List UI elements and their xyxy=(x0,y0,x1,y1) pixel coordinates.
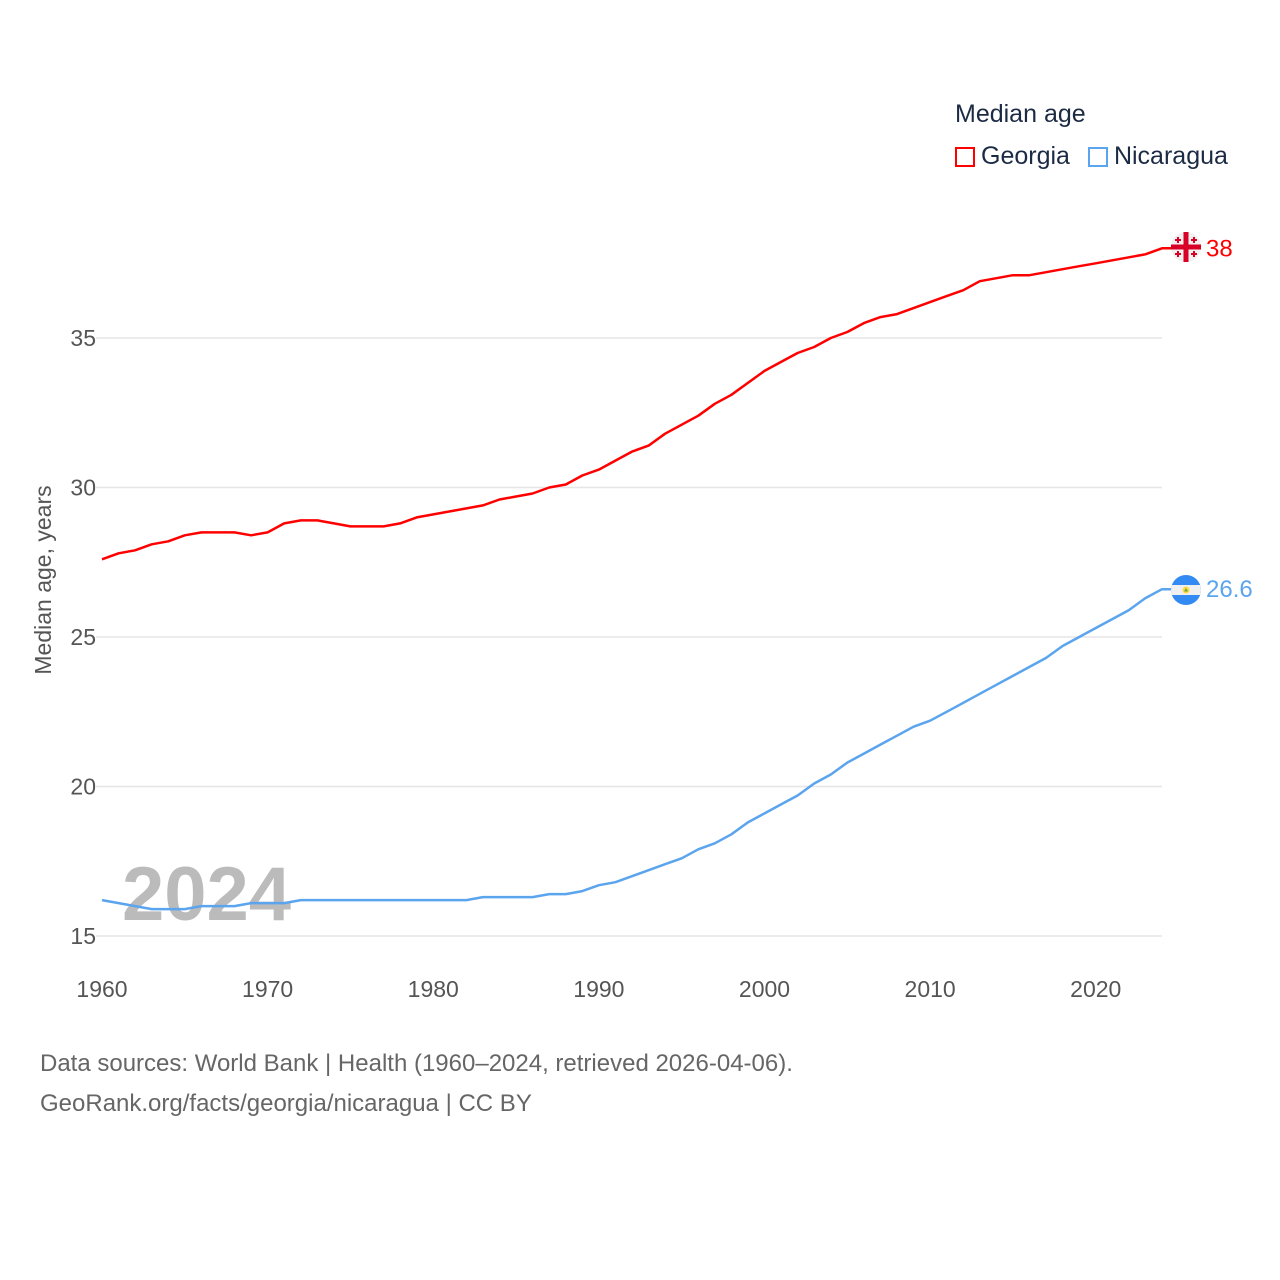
series-line-nicaragua[interactable] xyxy=(101,587,1172,911)
legend-title: Median age xyxy=(955,100,1086,128)
legend-item-nicaragua[interactable]: Nicaragua xyxy=(1087,142,1228,171)
footer: Data sources: World Bank | Health (1960–… xyxy=(40,1044,793,1124)
end-value-label-georgia: 38 xyxy=(1206,235,1233,262)
legend-swatch-nicaragua xyxy=(1087,146,1108,167)
x-tick-label: 1970 xyxy=(242,976,293,1002)
end-value-label-nicaragua: 26.6 xyxy=(1206,576,1253,603)
x-tick-label: 1990 xyxy=(573,976,624,1002)
x-tick-label: 1980 xyxy=(408,976,459,1002)
y-tick-label: 35 xyxy=(70,325,96,351)
georgia-flag-icon xyxy=(1171,232,1201,262)
nicaragua-flag-icon xyxy=(1171,575,1201,605)
y-tick-label: 25 xyxy=(70,624,96,650)
legend-swatch-georgia xyxy=(955,146,975,167)
series-line-georgia[interactable] xyxy=(101,247,1172,561)
legend-label: Nicaragua xyxy=(1113,142,1228,170)
x-tick-label: 2000 xyxy=(739,976,790,1002)
y-tick-label: 15 xyxy=(70,923,96,949)
y-axis-label: Median age, years xyxy=(30,485,56,674)
x-tick-label: 2010 xyxy=(905,976,956,1002)
year-watermark: 2024 xyxy=(122,852,291,937)
legend-label: Georgia xyxy=(981,142,1070,170)
x-tick-label: 1960 xyxy=(76,976,127,1002)
y-tick-label: 20 xyxy=(70,774,96,800)
legend-item-georgia[interactable]: Georgia xyxy=(955,142,1070,171)
x-tick-label: 2020 xyxy=(1070,976,1121,1002)
source-link[interactable]: GeoRank.org/facts/georgia/nicaragua | CC… xyxy=(40,1090,532,1117)
y-tick-label: 30 xyxy=(70,475,96,501)
legend: Georgia Nicaragua xyxy=(955,142,1228,171)
data-source-note: Data sources: World Bank | Health (1960–… xyxy=(40,1050,793,1077)
